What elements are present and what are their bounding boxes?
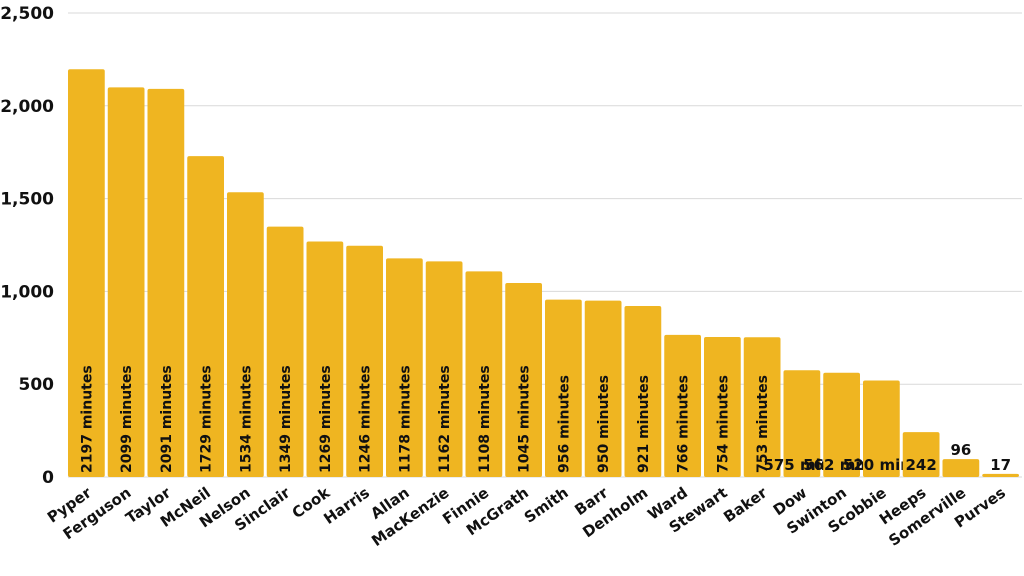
- bar-smith: [545, 299, 582, 477]
- data-label: 575 mins: [763, 456, 840, 474]
- bar-taylor: [147, 88, 185, 477]
- data-label: 242: [905, 456, 936, 474]
- data-label: 950 minutes: [596, 375, 612, 473]
- x-axis: PyperFergusonTaylorMcNeilNelsonSinclairC…: [44, 483, 1009, 550]
- bar-mcneil: [187, 156, 224, 477]
- data-label: 1534 minutes: [238, 365, 254, 473]
- bar-baker: [743, 337, 781, 477]
- data-label: 1246 minutes: [358, 365, 374, 473]
- bar-harris: [346, 245, 383, 477]
- y-tick-label: 500: [19, 375, 55, 395]
- data-label: 1178 minutes: [397, 365, 413, 473]
- bar-dow: [783, 370, 821, 477]
- bar-sinclair: [266, 226, 304, 477]
- bar-scobbie: [863, 380, 900, 477]
- y-axis: 0 500 1,000 1,500 2,000 2,500: [0, 4, 54, 488]
- data-label: 2099 minutes: [119, 365, 135, 473]
- data-label: 1045 minutes: [517, 365, 533, 473]
- y-tick-label: 1,000: [0, 282, 54, 302]
- data-label: 753 minutes: [755, 375, 771, 473]
- data-label: 1162 minutes: [437, 365, 453, 473]
- bar-barr: [584, 300, 622, 477]
- bar-pyper: [68, 69, 105, 477]
- y-tick-label: 2,000: [0, 97, 54, 117]
- bar-finnie: [465, 271, 503, 477]
- x-tick-label: Harris: [320, 483, 373, 527]
- data-label: 520 mins: [843, 456, 920, 474]
- bar-cook: [306, 241, 344, 477]
- data-label: 754 minutes: [715, 375, 731, 473]
- bar-stewart: [704, 337, 741, 477]
- data-label: 1729 minutes: [199, 365, 215, 473]
- data-label: 2091 minutes: [159, 365, 175, 473]
- data-label: 1269 minutes: [318, 365, 334, 473]
- bar-nelson: [227, 192, 264, 477]
- bar-allan: [386, 258, 423, 477]
- data-label: 17: [990, 456, 1011, 474]
- bar-mackenzie: [425, 261, 463, 477]
- data-label: 766 minutes: [676, 375, 692, 473]
- data-label: 1349 minutes: [278, 365, 294, 473]
- bar-somerville: [942, 459, 980, 477]
- bar-ward: [664, 334, 701, 477]
- x-tick-label: Smith: [521, 484, 572, 527]
- y-tick-label: 2,500: [0, 4, 54, 24]
- bar-swinton: [823, 372, 860, 477]
- data-label: 96: [950, 441, 971, 459]
- y-tick-label: 0: [42, 468, 54, 488]
- y-tick-label: 1,500: [0, 190, 54, 210]
- bar-ferguson: [107, 87, 145, 477]
- bar-mcgrath: [505, 283, 542, 477]
- data-label: 562 mins: [803, 456, 880, 474]
- x-tick-label: Baker: [720, 483, 771, 526]
- data-label: 956 minutes: [556, 375, 572, 473]
- bar-purves: [982, 473, 1019, 477]
- bar-denholm: [624, 306, 662, 477]
- bars: 2197 minutes 2099 minutes 2091 minutes 1729…: [68, 69, 1019, 477]
- data-label: 1108 minutes: [477, 365, 493, 473]
- data-label: 921 minutes: [636, 375, 652, 473]
- data-label: 2197 minutes: [79, 365, 95, 473]
- bar-heeps: [902, 432, 940, 477]
